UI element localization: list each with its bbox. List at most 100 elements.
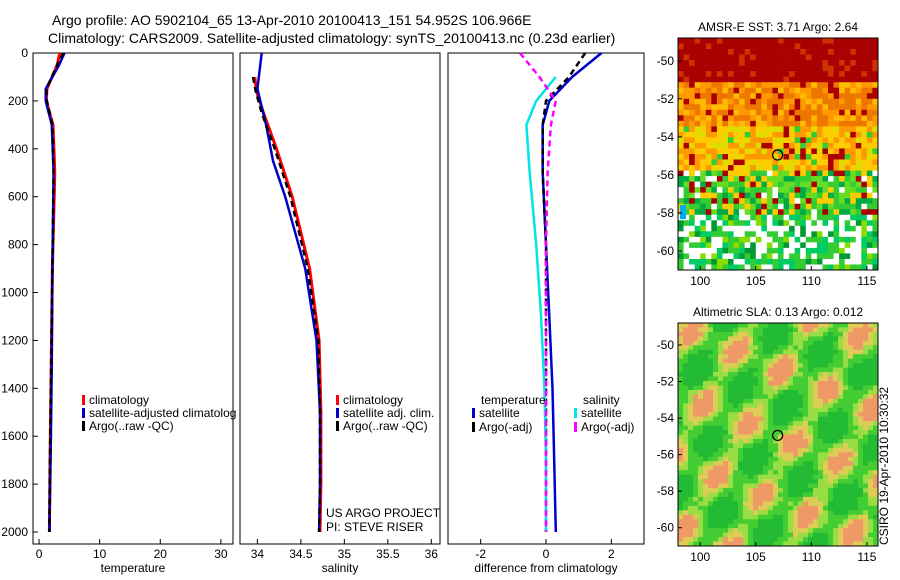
- amsre-sst-map-cell: [816, 264, 823, 271]
- altimetric-sla-map-cell: [683, 505, 689, 511]
- amsre-sst-map-cell: [705, 264, 712, 271]
- altimetric-sla-map-cell: [833, 331, 839, 337]
- altimetric-sla-map-cell: [763, 470, 769, 475]
- altimetric-sla-map-cell: [823, 532, 829, 538]
- altimetric-sla-map-cell: [808, 385, 814, 391]
- altimetric-sla-map-cell: [733, 496, 739, 502]
- amsre-sst-map-cell: [850, 98, 857, 105]
- altimetric-sla-map-cell: [693, 519, 699, 524]
- altimetric-sla-map-cell: [863, 479, 869, 484]
- amsre-sst-map-cell: [722, 38, 729, 44]
- altimetric-sla-map-cell: [818, 443, 824, 449]
- amsre-sst-map-cell: [705, 65, 712, 72]
- amsre-sst-map-cell: [744, 148, 751, 155]
- amsre-sst-map-cell: [872, 38, 879, 44]
- amsre-sst-map-cell: [705, 170, 712, 177]
- altimetric-sla-map-cell: [863, 532, 869, 538]
- altimetric-sla-map-cell: [773, 412, 779, 417]
- altimetric-sla-map-cell: [718, 541, 724, 547]
- altimetric-sla-map-cell: [793, 447, 799, 453]
- amsre-sst-map-cell: [750, 131, 757, 138]
- amsre-sst-map-cell: [822, 65, 829, 72]
- amsre-sst-map-cell: [683, 214, 690, 221]
- altimetric-sla-map-cell: [713, 327, 719, 333]
- altimetric-sla-map-cell: [738, 447, 744, 453]
- altimetric-sla-map-cell: [758, 492, 764, 498]
- amsre-sst-map-cell: [778, 115, 784, 122]
- altimetric-sla-map-cell: [803, 363, 809, 368]
- amsre-sst-map-cell: [700, 176, 707, 182]
- altimetric-sla-map-cell: [793, 505, 799, 511]
- amsre-sst-map-cell: [805, 65, 812, 72]
- amsre-sst-map-cell: [689, 253, 695, 260]
- amsre-sst-map-cell: [678, 54, 684, 61]
- altimetric-sla-map-cell: [838, 528, 844, 533]
- altimetric-sla-map-cell: [783, 483, 789, 489]
- altimetric-sla-map-cell: [803, 541, 809, 547]
- altimetric-sla-map-cell: [778, 416, 784, 422]
- altimetric-sla-map-cell: [743, 430, 749, 435]
- amsre-sst-map-cell: [800, 198, 807, 205]
- altimetric-sla-map-cell: [858, 349, 864, 355]
- altimetric-sla-map-cell: [683, 510, 689, 516]
- altimetric-sla-map-cell: [838, 407, 844, 413]
- altimetric-sla-map-cell: [788, 447, 794, 453]
- amsre-sst-map-cell: [855, 131, 862, 138]
- altimetric-sla-map-cell: [728, 358, 734, 364]
- amsre-sst-map-cell: [816, 104, 823, 111]
- altimetric-sla-map-cell: [768, 349, 774, 355]
- amsre-sst-map-cell: [683, 187, 690, 193]
- altimetric-sla-map-cell: [768, 376, 774, 382]
- altimetric-sla-map-cell: [738, 403, 744, 409]
- amsre-sst-map-cell: [833, 71, 840, 77]
- amsre-sst-map-cell: [766, 93, 773, 100]
- amsre-sst-map-cell: [700, 258, 707, 265]
- amsre-sst-map-cell: [833, 49, 840, 55]
- altimetric-sla-map-cell: [853, 528, 859, 533]
- amsre-sst-map-cell: [861, 181, 868, 188]
- altimetric-sla-map-cell: [783, 479, 789, 484]
- amsre-sst-map-cell: [844, 165, 851, 171]
- amsre-sst-map-cell: [828, 43, 834, 50]
- amsre-sst-map-cell: [861, 54, 868, 61]
- altimetric-sla-map-cell: [718, 523, 724, 529]
- altimetric-sla-map-cell: [818, 376, 824, 382]
- altimetric-sla-map-cell: [793, 470, 799, 475]
- altimetric-sla-map-cell: [753, 367, 759, 373]
- amsre-sst-map-cell: [694, 87, 701, 94]
- amsre-sst-map-cell: [872, 214, 879, 221]
- altimetric-sla-map-cell: [778, 438, 784, 444]
- altimetric-sla-map-cell: [743, 483, 749, 489]
- altimetric-sla-map-cell: [818, 421, 824, 426]
- altimetric-sla-map-cell: [743, 323, 749, 328]
- amsre-sst-map-cell: [705, 49, 712, 55]
- amsre-sst-map-cell: [728, 192, 734, 199]
- altimetric-sla-map-cell: [718, 510, 724, 516]
- amsre-sst-map-cell: [800, 247, 807, 254]
- amsre-sst-map-cell: [778, 126, 784, 133]
- altimetric-sla-map-cell: [708, 425, 714, 431]
- altimetric-sla-map-cell: [848, 389, 854, 395]
- altimetric-sla-map-cell: [853, 461, 859, 467]
- altimetric-sla-map-cell: [683, 394, 689, 400]
- altimetric-sla-map-cell: [723, 323, 729, 328]
- amsre-sst-map-cell: [822, 120, 829, 127]
- altimetric-sla-map-cell: [733, 416, 739, 422]
- altimetric-sla-map-cell: [678, 434, 684, 440]
- amsre-sst-map-cell: [794, 225, 801, 232]
- amsre-sst-map-cell: [844, 198, 851, 205]
- altimetric-sla-map-cell: [683, 461, 689, 467]
- amsre-sst-map-cell: [711, 60, 718, 66]
- altimetric-sla-map-cell: [738, 514, 744, 520]
- amsre-sst-map-cell: [722, 159, 729, 166]
- amsre-sst-map-cell: [872, 236, 879, 243]
- temperature-profile-legend-label: Argo(..raw -QC): [89, 419, 174, 433]
- amsre-sst-map-cell: [839, 87, 845, 94]
- amsre-sst-map-cell: [766, 187, 773, 193]
- amsre-sst-map-cell: [689, 220, 695, 227]
- amsre-sst-map-cell: [678, 82, 684, 89]
- amsre-sst-map-cell: [733, 142, 740, 149]
- altimetric-sla-map-cell: [818, 385, 824, 391]
- amsre-sst-map-cell: [805, 38, 812, 44]
- altimetric-sla-map-cell: [728, 412, 734, 417]
